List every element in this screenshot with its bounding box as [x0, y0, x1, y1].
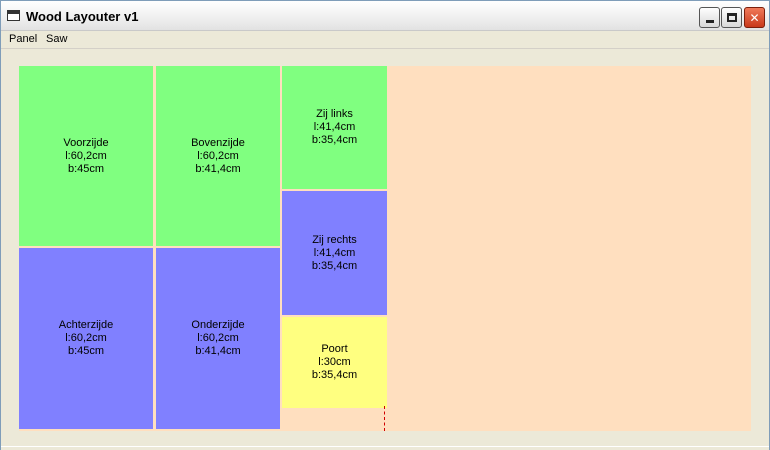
app-window-icon[interactable] [7, 10, 20, 21]
saw-cut-line [384, 406, 385, 431]
maximize-icon [726, 13, 737, 22]
piece-width: b:41,4cm [195, 162, 241, 175]
piece-width: b:45cm [67, 162, 105, 175]
piece-poort[interactable]: Poort l:30cm b:35,4cm [282, 317, 387, 408]
piece-zij-rechts[interactable]: Zij rechts l:41,4cm b:35,4cm [282, 191, 387, 315]
piece-length: l:41,4cm [313, 121, 356, 133]
minimize-icon [705, 20, 714, 23]
piece-length: l:30cm [318, 356, 351, 368]
title-bar[interactable]: Wood Layouter v1 ✕ [1, 1, 769, 31]
window-title: Wood Layouter v1 [26, 9, 139, 24]
piece-bovenzijde[interactable]: Bovenzijde l:60,2cm b:41,4cm [156, 66, 280, 246]
piece-length: l:60,2cm [65, 332, 107, 344]
piece-length: l:41,4cm [313, 246, 356, 259]
piece-name: Zij rechts [312, 233, 357, 246]
piece-width: b:35,4cm [311, 259, 358, 272]
piece-width: b:45cm [67, 345, 105, 357]
piece-width: b:35,4cm [311, 134, 358, 146]
menu-item-saw[interactable]: Saw [46, 33, 68, 45]
piece-name: Poort [321, 343, 348, 355]
menu-bar: Panel Saw [1, 31, 769, 49]
piece-length: l:60,2cm [65, 149, 107, 162]
close-icon: ✕ [749, 10, 760, 25]
maximize-button[interactable] [721, 7, 742, 28]
piece-name: Zij links [316, 108, 353, 120]
piece-name: Onderzijde [191, 319, 245, 331]
piece-width: b:41,4cm [195, 345, 241, 357]
window-bottom-edge [1, 446, 769, 450]
piece-name: Bovenzijde [191, 136, 245, 149]
piece-length: l:60,2cm [197, 332, 239, 344]
piece-onderzijde[interactable]: Onderzijde l:60,2cm b:41,4cm [156, 248, 280, 429]
piece-name: Voorzijde [63, 136, 109, 149]
piece-length: l:60,2cm [197, 149, 239, 162]
close-button[interactable]: ✕ [744, 7, 765, 28]
piece-zij-links[interactable]: Zij links l:41,4cm b:35,4cm [282, 66, 387, 189]
piece-width: b:35,4cm [311, 369, 358, 381]
layout-canvas: Voorzijde l:60,2cm b:45cm Bovenzijde l:6… [1, 50, 769, 446]
piece-name: Achterzijde [58, 319, 114, 331]
menu-item-panel[interactable]: Panel [9, 33, 38, 45]
minimize-button[interactable] [699, 7, 720, 28]
piece-voorzijde[interactable]: Voorzijde l:60,2cm b:45cm [19, 66, 153, 246]
piece-achterzijde[interactable]: Achterzijde l:60,2cm b:45cm [19, 248, 153, 429]
